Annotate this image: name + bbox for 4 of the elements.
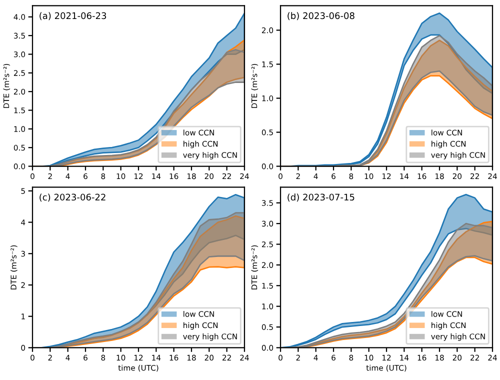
text: (d) 2023-07-15: [288, 194, 354, 202]
text: (c) 2023-06-22: [40, 194, 106, 202]
text: (b) 2023-06-08: [288, 12, 354, 20]
text: (a) 2021-06-23: [40, 12, 106, 20]
